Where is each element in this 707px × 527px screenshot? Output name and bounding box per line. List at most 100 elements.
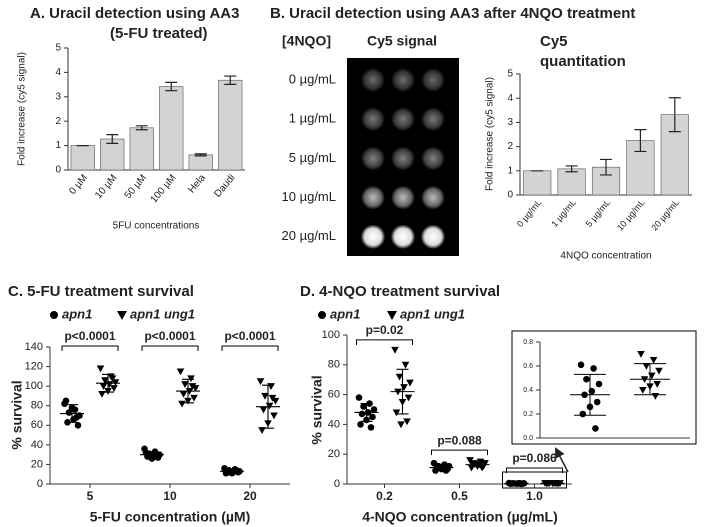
- mean-sd-line: [140, 451, 164, 459]
- p-value-bracket: [61, 345, 119, 351]
- error-bar-line: [224, 75, 237, 85]
- p-value-bracket: [141, 345, 199, 351]
- bar: [159, 86, 184, 171]
- p-value: p=0.086: [512, 451, 557, 465]
- mean-sd-line: [429, 464, 454, 471]
- data-point: [593, 398, 601, 406]
- error-bar: [565, 165, 578, 173]
- data-point: [98, 390, 106, 398]
- error-bar: [668, 97, 681, 133]
- data-point: [367, 424, 375, 431]
- blot-spot: [391, 68, 415, 92]
- blot-header: Cy5 signal: [367, 33, 437, 49]
- p-value: p<0.0001: [64, 329, 115, 343]
- legend-label: apn1 ung1: [130, 306, 195, 321]
- p-value: p=0.02: [366, 323, 404, 337]
- data-point: [358, 410, 366, 418]
- y-tick-label: 0: [334, 478, 340, 490]
- y-tick-label: 1: [507, 165, 513, 176]
- legend-item: apn1: [318, 306, 360, 321]
- blot-spot: [391, 107, 415, 132]
- data-point: [259, 406, 268, 414]
- y-axis-label: Fold increase (cy5 signal): [485, 77, 496, 191]
- data-point: [369, 413, 376, 421]
- data-point: [649, 357, 658, 364]
- p-value: p<0.0001: [144, 329, 195, 343]
- data-point: [179, 390, 188, 398]
- y-tick-label: 4: [55, 67, 61, 78]
- bar: [557, 168, 586, 196]
- chart-title: A. Uracil detection using AA3: [30, 5, 239, 22]
- mean-sd: [429, 464, 454, 471]
- error-bar: [165, 81, 178, 92]
- x-tick-label: 1 µg/mL: [549, 197, 578, 228]
- mean-sd: [96, 373, 120, 393]
- mean-sd-line: [220, 468, 244, 474]
- mean-sd-line: [176, 378, 200, 404]
- mean-sd-line: [630, 363, 670, 396]
- chart-subtitle: quantitation: [540, 53, 626, 70]
- legend-item: apn1 ung1: [387, 306, 465, 321]
- x-tick-label: 1.0: [526, 489, 543, 503]
- y-tick-label: 80: [328, 359, 340, 371]
- y-tick-label: 40: [328, 418, 340, 430]
- y-tick-label: 5: [507, 69, 513, 80]
- data-point: [101, 377, 109, 385]
- chart-title: C. 5-FU treatment survival: [8, 283, 194, 300]
- inset-mean-sd: [630, 363, 670, 396]
- mean-sd-line: [390, 368, 415, 415]
- data-point: [96, 365, 105, 373]
- mean-sd: [354, 402, 379, 422]
- data-point: [357, 421, 364, 428]
- y-tick-label: 0: [507, 190, 513, 201]
- error-bar: [135, 125, 148, 131]
- data-point: [579, 410, 587, 418]
- legend-symbol: [387, 311, 397, 320]
- blot-row-label: 5 µg/mL: [289, 150, 336, 165]
- x-axis-label: 5FU concentrations: [113, 221, 200, 232]
- x-tick-label: 10: [163, 489, 177, 503]
- blot: 0 µg/mL 1 µg/mL 5 µg/mL 10 µg/mL 20 µg/mL: [282, 68, 445, 249]
- y-tick-label: 0.8: [523, 339, 533, 346]
- data-point: [392, 409, 401, 417]
- blot-spot: [361, 224, 385, 249]
- data-point: [73, 414, 80, 421]
- legend-item: apn1 ung1: [117, 306, 195, 321]
- error-bar: [634, 129, 647, 153]
- x-tick-label: 5 µg/mL: [584, 197, 613, 228]
- error-bar: [224, 75, 237, 85]
- x-tick-label: Daudi: [212, 173, 237, 200]
- x-tick-label: 5: [87, 489, 94, 503]
- data-point: [592, 425, 599, 432]
- y-tick-label: 140: [25, 341, 43, 353]
- blot-row-label: 10 µg/mL: [282, 189, 336, 204]
- legend-label: apn1: [330, 306, 360, 321]
- data-point: [466, 457, 474, 464]
- data-point: [176, 368, 185, 376]
- x-tick-label: 10 µg/mL: [615, 197, 647, 232]
- blot-row-label: 20 µg/mL: [282, 228, 336, 243]
- error-bar-line: [106, 134, 119, 145]
- x-tick-label: 20 µg/mL: [649, 197, 681, 232]
- y-tick-label: 4: [507, 93, 513, 104]
- x-tick-label: 0.2: [376, 489, 393, 503]
- data-point: [188, 383, 197, 390]
- data-point: [397, 421, 405, 429]
- data-point: [111, 379, 120, 387]
- error-bar: [106, 134, 119, 145]
- data-point: [74, 421, 82, 429]
- mean-sd: [220, 468, 244, 474]
- x-tick-label: Hela: [186, 172, 208, 195]
- blot-spot: [421, 107, 445, 132]
- blot-spot: [391, 224, 415, 249]
- data-point: [467, 464, 476, 472]
- data-point: [261, 392, 269, 400]
- chart-subtitle: (5-FU treated): [110, 25, 208, 42]
- inset-arrow: [555, 447, 569, 473]
- legend-label: apn1 ung1: [400, 306, 465, 321]
- data-point: [642, 363, 651, 370]
- y-tick-label: 2: [507, 141, 513, 152]
- legend-symbol: [50, 311, 58, 319]
- data-point: [637, 351, 645, 358]
- data-point: [99, 383, 108, 390]
